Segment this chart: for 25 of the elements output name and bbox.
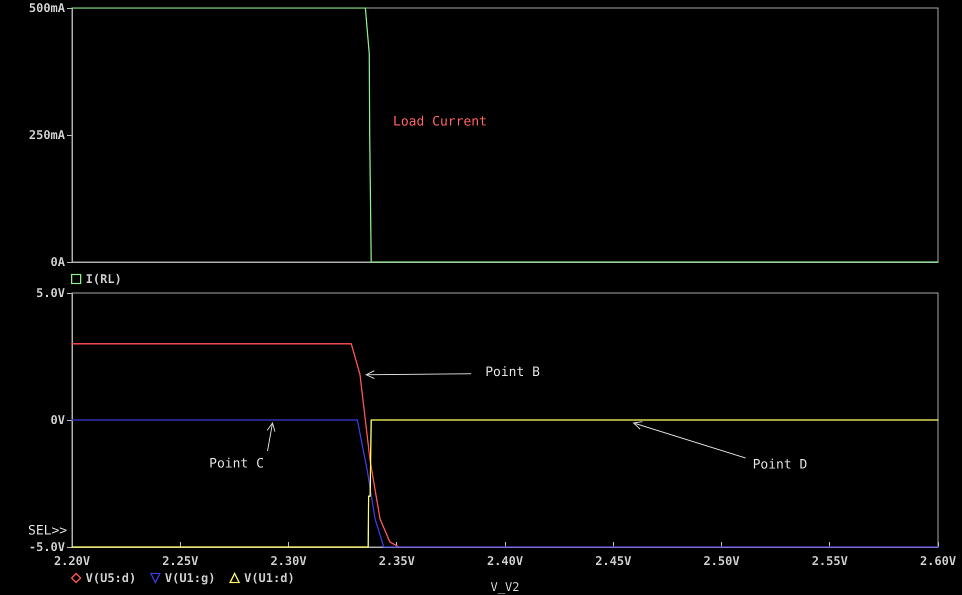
x-tick-label: 2.20V bbox=[54, 554, 90, 568]
annotation: Point D bbox=[752, 458, 808, 472]
annotation: Point C bbox=[209, 456, 264, 472]
x-tick-label: 2.60V bbox=[920, 554, 956, 568]
x-axis-title: V_V2 bbox=[490, 580, 520, 594]
y-tick-label: 0A bbox=[50, 255, 66, 269]
annotation: Point B bbox=[485, 365, 540, 380]
y-tick-label: 250mA bbox=[28, 128, 66, 142]
legend-label: I(RL) bbox=[86, 272, 122, 286]
y-tick-label: 500mA bbox=[28, 1, 66, 15]
y-tick-label: 5.0V bbox=[36, 286, 65, 300]
legend-label: V(U1:g) bbox=[164, 571, 216, 585]
y-tick-label: -5.0V bbox=[28, 540, 65, 554]
x-tick-label: 2.50V bbox=[703, 554, 740, 568]
x-tick-label: 2.25V bbox=[162, 554, 198, 568]
x-tick-label: 2.45V bbox=[595, 554, 632, 568]
x-tick-label: 2.30V bbox=[270, 554, 307, 568]
x-tick-label: 2.55V bbox=[812, 554, 848, 568]
annotation: Load Current bbox=[393, 114, 487, 130]
text: SEL>> bbox=[28, 524, 68, 538]
y-tick-label: 0V bbox=[50, 413, 65, 427]
legend-label: V(U5:d) bbox=[86, 571, 136, 585]
legend-label: V(U1:d) bbox=[244, 571, 295, 585]
x-tick-label: 2.40V bbox=[486, 554, 524, 568]
x-tick-label: 2.35V bbox=[378, 554, 415, 568]
